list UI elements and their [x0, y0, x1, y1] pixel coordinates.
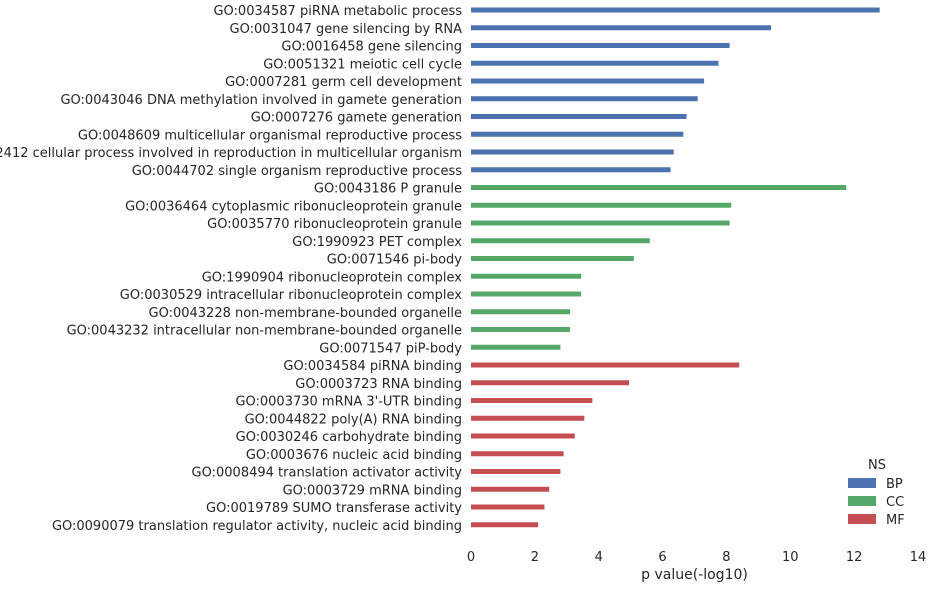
- category-label: GO:0048609 multicellular organismal repr…: [78, 128, 462, 143]
- category-label: GO:0036464 cytoplasmic ribonucleoprotein…: [125, 199, 462, 214]
- category-label: GO:0043186 P granule: [314, 182, 462, 197]
- bar-mf: [471, 433, 575, 439]
- category-label: GO:0043228 non-membrane-bounded organell…: [149, 306, 463, 321]
- legend: NS BP CC MF: [848, 458, 905, 528]
- legend-swatch-mf: [848, 514, 876, 524]
- legend-swatch-bp: [848, 478, 876, 488]
- bar-cc: [471, 344, 561, 350]
- bar-mf: [471, 451, 564, 457]
- x-tick-label: 14: [910, 550, 927, 565]
- category-label: GO:0031047 gene silencing by RNA: [230, 22, 463, 37]
- category-label: GO:0051321 meiotic cell cycle: [263, 57, 462, 72]
- legend-label-mf: MF: [886, 513, 905, 528]
- bar-mf: [471, 398, 593, 403]
- category-label: GO:0044702 single organism reproductive …: [132, 164, 462, 179]
- bar-cc: [471, 273, 582, 279]
- x-tick-label: 10: [782, 550, 799, 565]
- bar-mf: [471, 486, 550, 492]
- bar-mf: [471, 415, 585, 421]
- category-label: GO:0003729 mRNA binding: [283, 483, 462, 498]
- bar-cc: [471, 202, 732, 208]
- x-tick-label: 0: [467, 550, 475, 565]
- category-label: GO:0008494 translation activator activit…: [192, 466, 463, 481]
- bar-bp: [471, 43, 730, 48]
- bar-bp: [471, 60, 719, 66]
- legend-label-bp: BP: [886, 477, 903, 492]
- category-label: GO:0035770 ribonucleoprotein granule: [207, 217, 462, 232]
- x-axis-label: p value(-log10): [641, 567, 748, 583]
- category-label: GO:0071546 pi-body: [327, 253, 462, 268]
- x-tick-label: 8: [722, 550, 730, 565]
- category-label: GO:0007281 germ cell development: [225, 75, 462, 90]
- bar-bp: [471, 96, 698, 102]
- category-label: GO:0043046 DNA methylation involved in g…: [60, 93, 462, 108]
- category-label: GO:0030246 carbohydrate binding: [236, 430, 462, 445]
- category-label: GO:0034587 piRNA metabolic process: [213, 4, 462, 19]
- bar-mf: [471, 362, 740, 368]
- bar-mf: [471, 380, 630, 386]
- bar-cc: [471, 309, 570, 315]
- category-label: GO:1990923 PET complex: [292, 235, 462, 250]
- bars-layer: [471, 7, 880, 528]
- category-label: GO:0034584 piRNA binding: [283, 359, 462, 374]
- category-label: GO:0022412 cellular process involved in …: [0, 146, 462, 161]
- x-tick-label: 2: [531, 550, 539, 565]
- category-label: GO:0090079 translation regulator activit…: [52, 519, 462, 534]
- bar-bp: [471, 149, 674, 155]
- category-label: GO:0030529 intracellular ribonucleoprote…: [120, 288, 463, 303]
- bar-bp: [471, 131, 684, 137]
- x-tick-label: 6: [658, 550, 666, 565]
- bar-bp: [471, 78, 705, 84]
- legend-swatch-cc: [848, 496, 876, 506]
- bar-cc: [471, 238, 650, 244]
- bar-mf: [471, 469, 561, 474]
- category-label: GO:0003723 RNA binding: [295, 377, 462, 392]
- bar-bp: [471, 25, 772, 31]
- category-label: GO:0003676 nucleic acid binding: [246, 448, 462, 463]
- category-labels: GO:0034587 piRNA metabolic process GO:003…: [0, 4, 462, 534]
- bar-bp: [471, 167, 671, 173]
- category-label: GO:0016458 gene silencing: [281, 40, 462, 55]
- category-label: GO:0071547 piP-body: [319, 341, 462, 356]
- legend-label-cc: CC: [886, 495, 904, 510]
- legend-title: NS: [868, 458, 886, 473]
- bar-cc: [471, 327, 570, 332]
- bar-cc: [471, 291, 582, 297]
- category-label: GO:0043232 intracellular non-membrane-bo…: [67, 324, 462, 339]
- bar-bp: [471, 114, 687, 119]
- bar-mf: [471, 504, 545, 510]
- x-axis-ticks: 0 2 4 6 8 10 12 14: [467, 550, 926, 565]
- bar-cc: [471, 185, 847, 190]
- bar-cc: [471, 256, 634, 261]
- category-label: GO:0044822 poly(A) RNA binding: [245, 412, 462, 427]
- bar-mf: [471, 522, 539, 528]
- category-label: GO:1990904 ribonucleoprotein complex: [202, 270, 463, 285]
- category-label: GO:0019789 SUMO transferase activity: [206, 501, 462, 516]
- x-tick-label: 4: [595, 550, 603, 565]
- bar-bp: [471, 7, 880, 13]
- category-label: GO:0003730 mRNA 3'-UTR binding: [235, 395, 462, 410]
- bar-cc: [471, 220, 730, 226]
- category-label: GO:0007276 gamete generation: [251, 111, 462, 126]
- x-tick-label: 12: [846, 550, 863, 565]
